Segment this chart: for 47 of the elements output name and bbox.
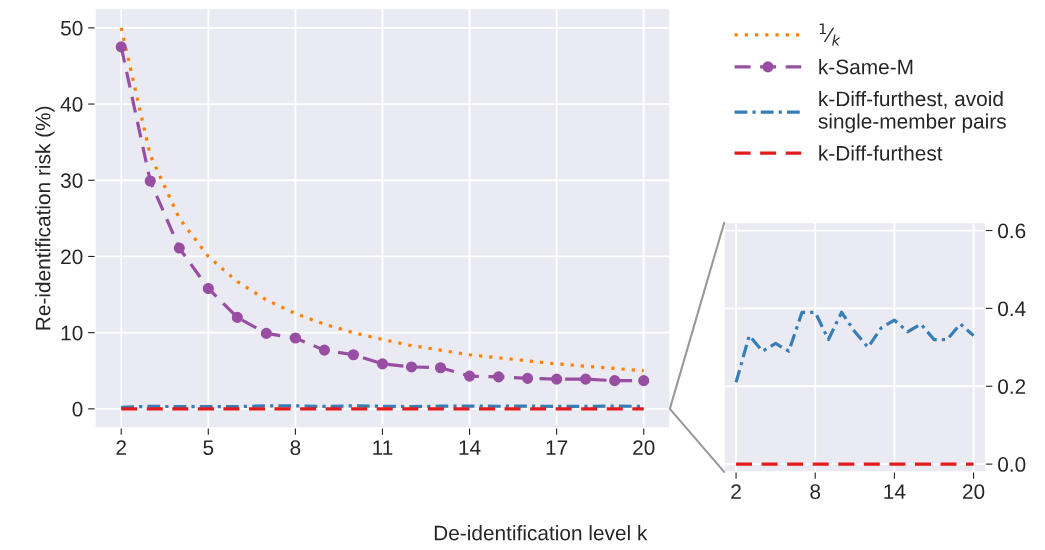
legend-label: $^{1}$⁄$_{k}$ (819, 23, 841, 46)
point (289, 332, 301, 344)
x-tick-label: 8 (810, 484, 821, 500)
y-tick-label: 20 (61, 249, 83, 265)
y-tick-label: 30 (60, 173, 83, 188)
y-tick-label: 0.2 (998, 379, 1026, 395)
point (463, 370, 476, 382)
point (115, 41, 127, 53)
point (493, 371, 505, 383)
y-tick-label: 0.4 (998, 301, 1026, 317)
x-tick-label: 14 (459, 440, 481, 455)
x-tick-label: 11 (373, 440, 393, 455)
point (434, 362, 447, 374)
x-axis-title: De-identification level k (434, 525, 648, 541)
point (609, 375, 621, 387)
y-tick-label: 0.0 (998, 457, 1026, 472)
x-tick-label: 14 (884, 484, 906, 499)
legend-label: k-Diff-furthest (819, 145, 943, 161)
point (405, 361, 418, 373)
y-tick-label: 10 (61, 325, 83, 341)
x-tick-label: 20 (633, 440, 655, 456)
x-tick-label: 2 (116, 440, 126, 455)
x-tick-label: 8 (290, 440, 301, 456)
y-tick-label: 0 (72, 401, 83, 417)
legend-label: k-Diff-furthest, avoid single-member pairs (818, 90, 1006, 133)
point (551, 373, 563, 385)
point (347, 349, 359, 361)
point (580, 373, 592, 385)
point (144, 175, 156, 187)
point (522, 372, 534, 384)
y-axis-title: Re-identification risk (%) (35, 106, 55, 330)
y-tick-label: 0.6 (998, 223, 1026, 239)
x-tick-label: 20 (963, 484, 985, 500)
x-tick-label: 2 (731, 484, 741, 499)
y-tick-label: 50 (60, 20, 83, 36)
legend-label: k-Same-M (819, 59, 913, 75)
point (173, 242, 185, 254)
point (202, 282, 214, 295)
point (260, 327, 272, 339)
point (231, 311, 243, 323)
point (318, 344, 330, 356)
x-tick-label: 5 (203, 440, 214, 456)
x-tick-label: 17 (546, 440, 568, 455)
line-series (734, 310, 976, 384)
y-tick-label: 40 (60, 97, 83, 112)
point (638, 375, 650, 387)
point (376, 358, 389, 370)
